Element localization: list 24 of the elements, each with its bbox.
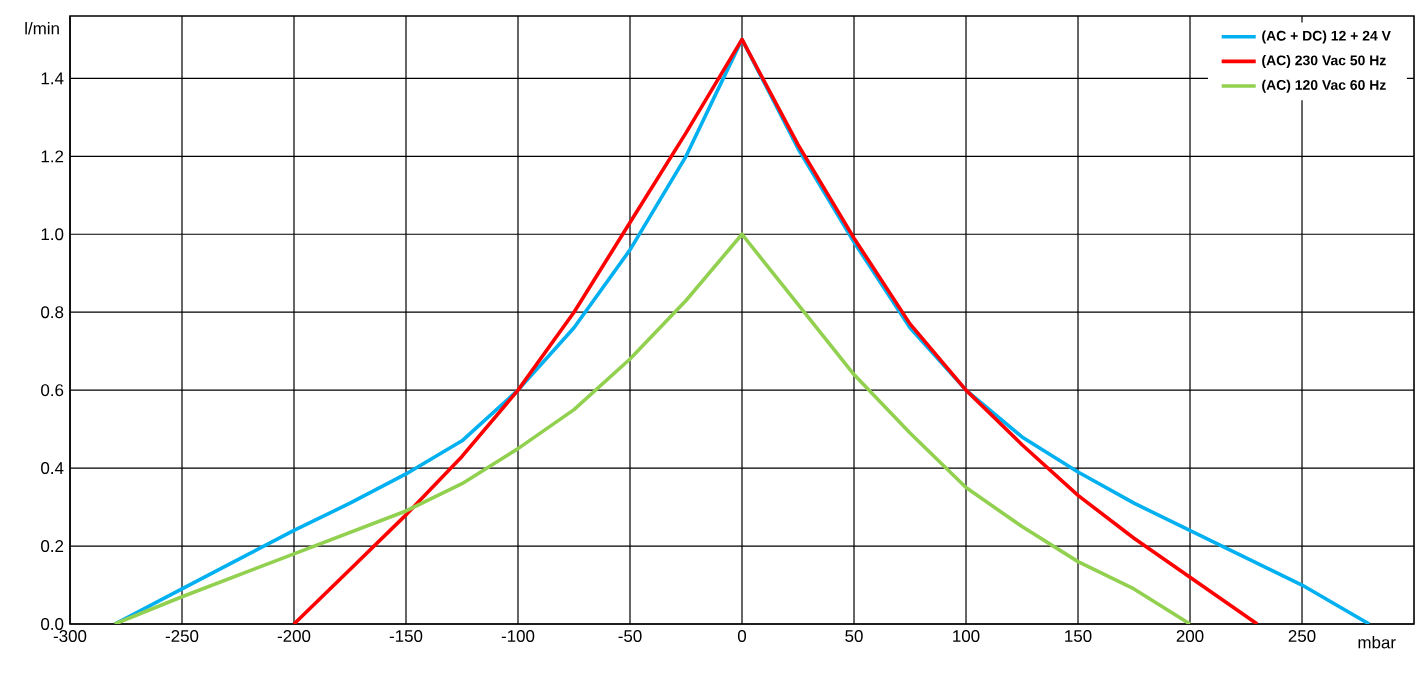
y-tick-label: 1.4 (41, 72, 64, 85)
y-tick-label: 0.6 (41, 384, 64, 397)
x-tick-label: 50 (845, 630, 863, 643)
x-tick-label: -300 (53, 630, 87, 643)
x-tick-label: 100 (953, 630, 980, 643)
y-axis-title: l/min (25, 22, 59, 35)
x-tick-label: 0 (737, 630, 747, 643)
x-tick-label: -250 (165, 630, 199, 643)
x-tick-label: 150 (1065, 630, 1092, 643)
line-series (292, 37, 1259, 624)
y-tick-label: 0.8 (41, 306, 64, 319)
y-tick-label: 0.4 (41, 462, 64, 475)
x-tick-label: -50 (618, 630, 642, 643)
x-tick-label: 250 (1288, 630, 1316, 643)
x-tick-label: -200 (277, 630, 311, 643)
y-tick-label: 1.2 (41, 150, 64, 163)
x-tick-label: -150 (389, 630, 423, 643)
x-tick-label: 200 (1176, 630, 1204, 643)
y-tick-label: 1.0 (41, 228, 64, 241)
y-tick-label: 0.2 (41, 540, 64, 553)
line-series (113, 232, 1192, 624)
x-tick-label: -100 (501, 630, 535, 643)
y-tick-label: 0.0 (41, 618, 64, 630)
x-axis-title: mbar (1358, 636, 1396, 649)
